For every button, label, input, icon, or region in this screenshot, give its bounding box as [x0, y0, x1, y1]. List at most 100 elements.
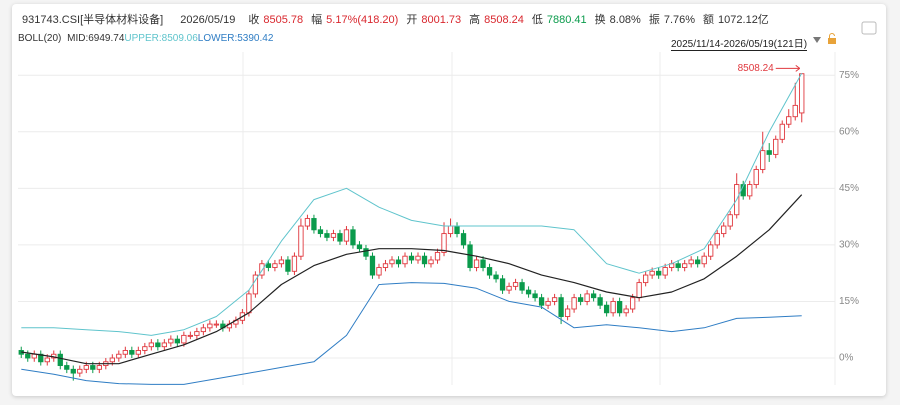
candle-body [415, 255, 421, 261]
candle-body [350, 229, 356, 246]
candle-body [246, 293, 252, 314]
candle-body [129, 350, 135, 355]
candle-body [213, 323, 220, 326]
candle-body [747, 184, 753, 197]
candle-body [610, 301, 616, 314]
field-label: 高 [469, 14, 481, 26]
y-tick-label: 30% [839, 240, 859, 251]
candle-body [363, 248, 369, 257]
candle-body [389, 259, 395, 265]
candle-body [38, 353, 44, 363]
candle-body [571, 297, 577, 310]
candle-body [343, 229, 350, 242]
indicator: BOLL(20) [18, 33, 62, 44]
candle-body [434, 251, 441, 261]
candle-body [96, 365, 102, 370]
candle-body [636, 282, 642, 299]
candle-body [623, 308, 629, 314]
candle-body [532, 293, 538, 299]
candle-body [382, 263, 389, 268]
candle-body [90, 365, 96, 370]
field-value: 8505.78 [263, 14, 304, 26]
code: 931743.CSI[半导体材料设备] [22, 14, 164, 26]
candle-body [428, 259, 434, 265]
candle-body [714, 233, 720, 246]
candle-body [460, 233, 467, 246]
candle-body [760, 150, 766, 170]
candle-body [558, 297, 564, 317]
y-tick-label: 75% [839, 70, 859, 81]
candle-body [376, 267, 382, 276]
candle-body [356, 244, 363, 250]
candle-body [402, 255, 408, 265]
y-tick-label: 45% [839, 183, 859, 194]
candle-body [278, 259, 285, 265]
candle-body [272, 263, 278, 268]
candle-body [649, 270, 655, 276]
band-line [21, 73, 803, 336]
date-range[interactable]: 2025/11/14-2026/05/19(121日) [671, 35, 808, 51]
dropdown-icon[interactable] [813, 37, 821, 43]
candle-body [629, 297, 636, 310]
candle-body [174, 338, 181, 344]
candle-body [31, 353, 37, 359]
candle-body [77, 368, 83, 374]
candle-body [584, 293, 590, 302]
candle-body [616, 301, 623, 314]
candle-body [590, 293, 597, 299]
candle-body [259, 263, 265, 276]
candle-body [369, 255, 376, 276]
candle-body [499, 278, 506, 291]
candle-body [682, 263, 688, 268]
field-value: 8001.73 [421, 14, 462, 26]
candle-body [695, 259, 701, 265]
candle-body [200, 327, 207, 333]
field-value: 7880.41 [546, 14, 587, 26]
candle-body [688, 259, 694, 265]
candle-body [291, 255, 298, 272]
field-label: 振 [648, 14, 660, 26]
candle-body [493, 274, 499, 280]
candle-body [603, 304, 610, 314]
icon[interactable] [861, 21, 877, 35]
candle-body [44, 357, 50, 363]
candle-body [161, 342, 167, 348]
y-tick-label: 15% [839, 296, 859, 307]
candle-body [597, 297, 603, 306]
candle-body [265, 263, 272, 268]
legend-item: UPPER:8509.06 [124, 33, 198, 44]
candle-body [480, 259, 486, 268]
candle-body [675, 263, 681, 268]
field-value: 7.76% [663, 14, 696, 26]
band-line [21, 194, 803, 365]
candle-body [786, 116, 792, 125]
candle-body [441, 233, 447, 253]
candle-body [577, 297, 584, 302]
candle-body [721, 225, 727, 235]
candle-body [525, 289, 532, 295]
field-label: 低 [531, 14, 543, 26]
candle-body [181, 334, 187, 344]
candle-body [317, 229, 324, 235]
candle-body [766, 150, 772, 155]
date: 2026/05/19 [180, 14, 236, 26]
lock-icon [829, 33, 835, 38]
candle-body [395, 259, 402, 265]
indicator-row: BOLL(20) MID:6949.74UPPER:8509.06LOWER:5… [18, 33, 273, 44]
candle-body [187, 334, 194, 337]
candle-body [473, 259, 480, 268]
field-label: 幅 [311, 14, 323, 26]
field-value: 8508.24 [484, 14, 524, 26]
candle-body [304, 218, 311, 227]
candle-body [467, 244, 473, 268]
y-tick-label: 60% [839, 126, 859, 137]
chart-card [12, 4, 886, 396]
band-line [21, 282, 802, 385]
legend-item: LOWER:5390.42 [197, 33, 274, 44]
candle-body [408, 255, 415, 261]
lock-icon[interactable] [828, 38, 836, 44]
candle-body [83, 365, 89, 370]
candle-body [512, 282, 519, 287]
